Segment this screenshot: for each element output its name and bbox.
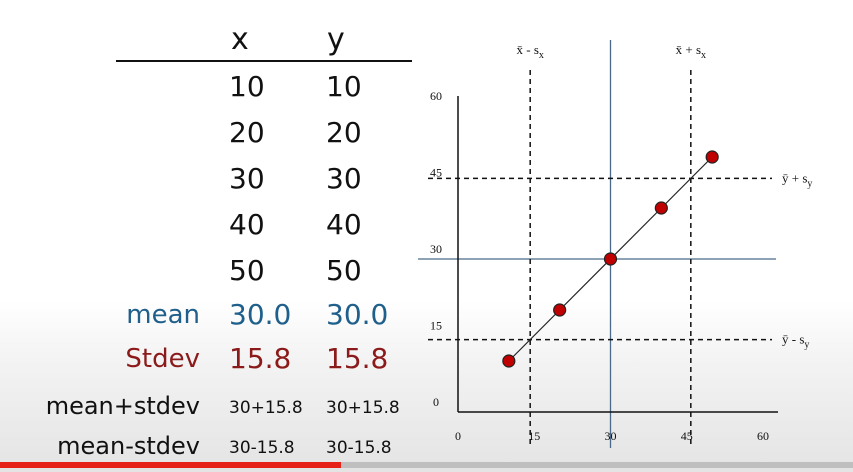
stdev-y-value: 15.8 [326,342,389,375]
cell-x-4: 40 [229,208,265,241]
video-progress-fill [0,462,342,468]
mean-minus-stdev-x: 30-15.8 [229,438,295,458]
y-tick-label: 0 [433,395,439,409]
mean-y-value: 30.0 [326,298,389,331]
y-tick-label: 30 [430,242,442,256]
cell-y-1: 10 [326,70,362,103]
mean-label: mean [126,300,200,330]
cell-y-3: 30 [326,162,362,195]
cell-y-2: 20 [326,116,362,149]
mean-plus-stdev-y: 30+15.8 [326,398,400,418]
x-plus-stdev-label: x̄ + sx [676,42,706,61]
x-minus-stdev-label: x̄ - sx [516,42,543,61]
cell-x-2: 20 [229,116,265,149]
cell-y-5: 50 [326,254,362,287]
cell-x-5: 50 [229,254,265,287]
stdev-label: Stdev [125,344,200,374]
x-tick-label: 45 [681,429,693,443]
stdev-x-value: 15.8 [229,342,292,375]
video-progress-bar[interactable] [0,462,853,468]
data-point [705,150,719,164]
cell-x-3: 30 [229,162,265,195]
y-tick-label: 60 [430,89,442,103]
column-header-x: x [231,22,249,57]
mean-minus-stdev-label: mean-stdev [57,432,200,460]
mean-plus-stdev-x: 30+15.8 [229,398,303,418]
y-minus-stdev-label: ȳ - sy [782,332,809,351]
column-header-y: y [327,22,345,57]
cell-y-4: 40 [326,208,362,241]
data-point [654,201,668,215]
mean-plus-stdev-label: mean+stdev [45,392,200,420]
data-point [502,354,516,368]
x-tick-label: 0 [455,429,461,443]
mean-x-value: 30.0 [229,298,292,331]
header-rule [116,60,412,62]
data-point [553,303,567,317]
cell-x-1: 10 [229,70,265,103]
y-plus-stdev-label: ȳ + sy [782,170,812,189]
x-tick-label: 30 [605,429,617,443]
y-tick-label: 15 [430,319,442,333]
y-tick-label: 45 [430,166,442,180]
x-tick-label: 60 [757,429,769,443]
mean-minus-stdev-y: 30-15.8 [326,438,392,458]
data-point [603,252,618,266]
x-tick-label: 15 [528,429,540,443]
